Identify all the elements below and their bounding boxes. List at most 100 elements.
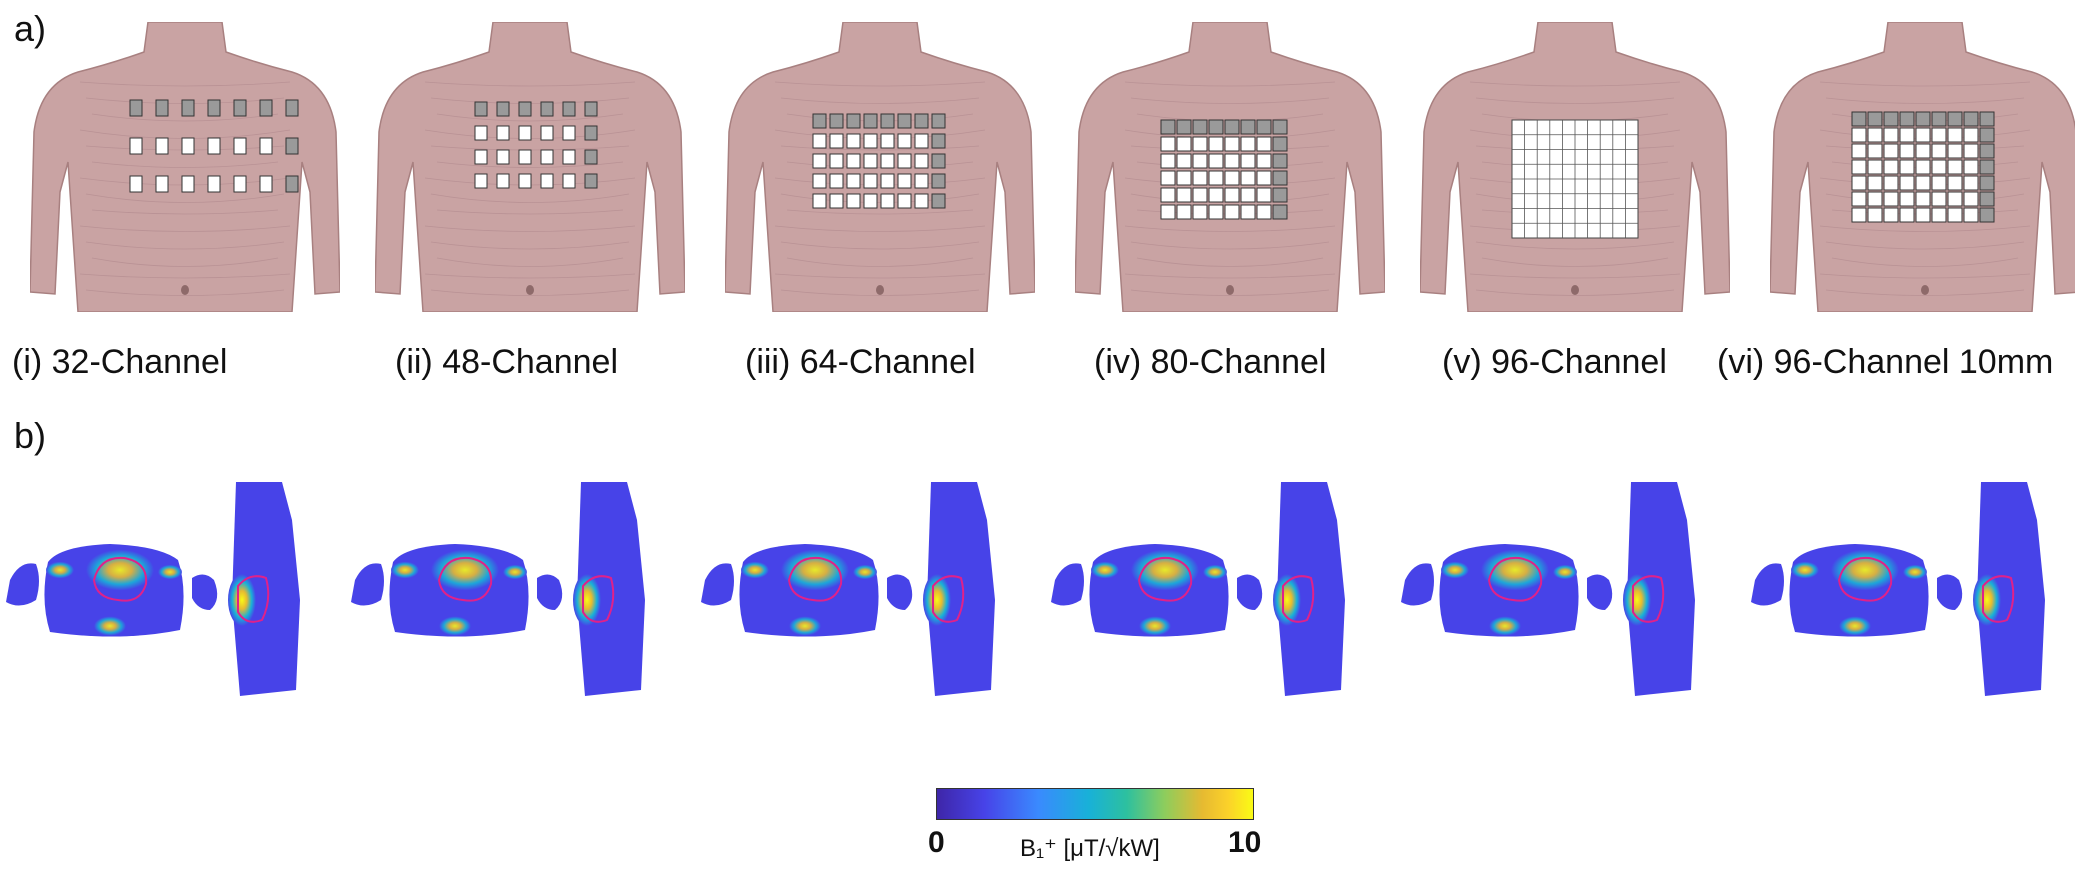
coil-element (914, 113, 929, 129)
contour-line (430, 289, 630, 296)
sagittal-section (1627, 482, 1695, 696)
torso-model-3 (725, 22, 1035, 312)
coil-element (897, 133, 912, 149)
coil-element (496, 101, 510, 117)
b1-map-4 (1051, 482, 1345, 696)
coil-element (1272, 153, 1288, 169)
b1-map-5 (1401, 482, 1695, 696)
coil-element (846, 193, 861, 209)
heart-contour (1487, 556, 1543, 602)
coil-element (1915, 207, 1931, 223)
colorbar (936, 788, 1254, 820)
coil-element (914, 133, 929, 149)
contour-line (780, 289, 980, 296)
caption-1: (i) 32-Channel (12, 343, 228, 381)
contour-line (1825, 289, 2025, 296)
coil-element (1979, 175, 1995, 191)
heart-contour (1837, 556, 1893, 602)
coil-element (1963, 143, 1979, 159)
coil-element (233, 175, 247, 193)
coil-element (1208, 136, 1224, 152)
navel (876, 285, 884, 295)
coil-element (1192, 153, 1208, 169)
sagittal-section (1977, 482, 2045, 696)
coil-element (1256, 119, 1272, 135)
coil-element (1192, 187, 1208, 203)
contour-line (91, 113, 279, 122)
coil-element (812, 153, 827, 169)
coil-element (155, 99, 169, 117)
coil-element (1979, 127, 1995, 143)
panel-b-label: b) (14, 415, 47, 456)
coil-element (880, 133, 895, 149)
torso-model-2 (375, 22, 685, 312)
contour-line (1130, 241, 1330, 250)
coil-element (812, 173, 827, 189)
coil-element (1160, 136, 1176, 152)
contour-line (436, 161, 624, 168)
coil-element (1979, 191, 1995, 207)
coil-element (1883, 111, 1899, 127)
coil-element (1176, 204, 1192, 220)
coil-element (1176, 136, 1192, 152)
coil-element (1851, 111, 1867, 127)
contour-line (436, 209, 624, 215)
coil-element (181, 175, 195, 193)
torso-silhouette (375, 22, 685, 312)
coil-element (207, 99, 221, 117)
arm-section (1237, 574, 1263, 610)
contour-line (786, 257, 974, 267)
coil-element (1240, 170, 1256, 186)
contour-line (774, 225, 986, 232)
field-hotspot (1441, 561, 1469, 579)
coil-element (562, 173, 576, 189)
arm-section (1751, 563, 1784, 606)
contour-line (1124, 273, 1336, 279)
contour-line (91, 161, 279, 168)
contour-line (430, 241, 630, 250)
coil-element (931, 193, 946, 209)
coil-element (584, 125, 598, 141)
coil-element (829, 133, 844, 149)
contour-line (85, 193, 285, 203)
coil-element (285, 99, 299, 117)
coil-element (233, 99, 247, 117)
coil-element (1160, 170, 1176, 186)
coil-element (1240, 153, 1256, 169)
coil-element (1208, 170, 1224, 186)
coil-element (1256, 136, 1272, 152)
arm-section (1051, 563, 1084, 606)
coil-element (1947, 207, 1963, 223)
coil-element (259, 175, 273, 193)
sagittal-section (1277, 482, 1345, 696)
coil-element (1851, 143, 1867, 159)
coil-element (1979, 143, 1995, 159)
coil-element (897, 153, 912, 169)
field-hotspot (923, 574, 951, 626)
heart-contour (237, 575, 270, 623)
coil-element (1899, 127, 1915, 143)
heart-contour (932, 575, 965, 623)
coil-element (562, 125, 576, 141)
field-hotspot (1791, 561, 1819, 579)
coil-element (540, 125, 554, 141)
coil-element (540, 149, 554, 165)
field-hotspot (439, 616, 471, 636)
coil-element (863, 113, 878, 129)
coil-element (1192, 170, 1208, 186)
b1-map-1 (6, 482, 300, 696)
field-hotspot (1203, 564, 1227, 580)
arm-section (1401, 563, 1434, 606)
coil-element (518, 149, 532, 165)
coil-element (914, 193, 929, 209)
coil-element (1979, 111, 1995, 127)
coil-element (846, 113, 861, 129)
coil-element (562, 149, 576, 165)
caption-5: (v) 96-Channel (1442, 343, 1667, 381)
coil-element (1867, 207, 1883, 223)
heart-contour (92, 556, 148, 602)
contour-line (91, 257, 279, 267)
coil-element (1160, 153, 1176, 169)
torso-model-1 (30, 22, 340, 312)
coil-element (1851, 191, 1867, 207)
